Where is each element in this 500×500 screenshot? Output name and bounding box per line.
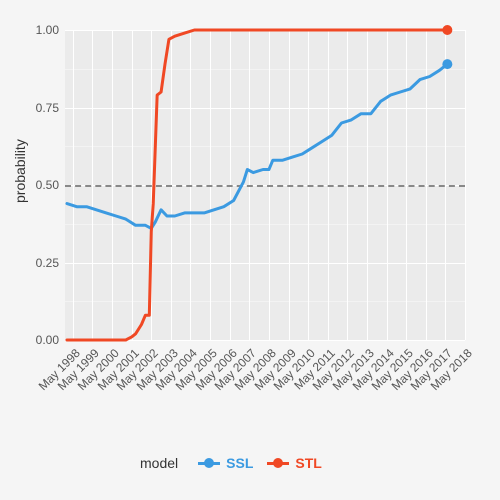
chart-container: { "chart": { "type": "line", "background… xyxy=(0,0,500,500)
legend-item-stl: STL xyxy=(267,455,321,471)
series-svg xyxy=(65,30,465,340)
ytick-label: 0.50 xyxy=(25,178,59,192)
legend-dot-stl xyxy=(273,458,283,468)
ytick-label: 1.00 xyxy=(25,23,59,37)
legend-item-ssl: SSL xyxy=(198,455,253,471)
legend: model SSL STL xyxy=(140,455,322,471)
ytick-label: 0.75 xyxy=(25,101,59,115)
series-stl-line xyxy=(67,30,447,340)
series-stl-end-marker xyxy=(442,25,452,35)
legend-key-ssl xyxy=(198,456,220,470)
legend-label-ssl: SSL xyxy=(226,455,253,471)
legend-label-stl: STL xyxy=(295,455,321,471)
series-ssl-line xyxy=(67,64,447,228)
grid-v xyxy=(465,30,466,340)
ytick-label: 0.25 xyxy=(25,256,59,270)
legend-key-stl xyxy=(267,456,289,470)
ytick-label: 0.00 xyxy=(25,333,59,347)
legend-title: model xyxy=(140,455,178,471)
series-ssl-end-marker xyxy=(442,59,452,69)
y-axis-label: probability xyxy=(12,163,28,203)
legend-dot-ssl xyxy=(204,458,214,468)
